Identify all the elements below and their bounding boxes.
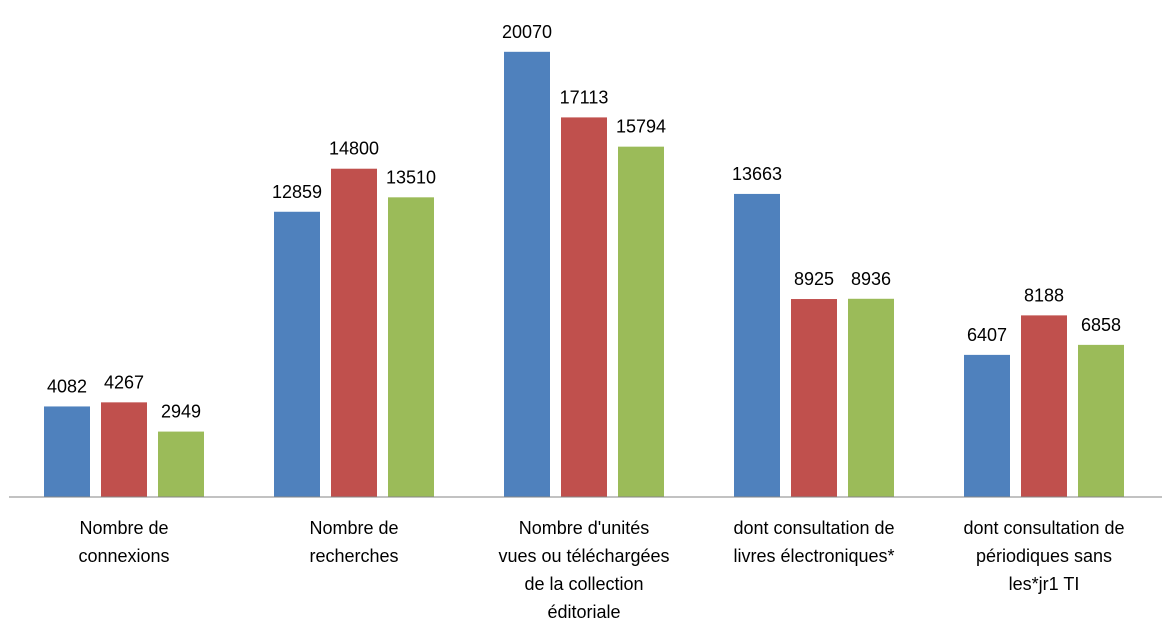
value-label: 8936 — [851, 269, 891, 289]
bar — [1078, 344, 1124, 497]
bar — [101, 402, 147, 497]
value-label: 6858 — [1081, 315, 1121, 335]
value-label: 17113 — [560, 87, 609, 107]
bar — [274, 211, 320, 497]
bar — [44, 406, 90, 497]
value-label: 4267 — [104, 372, 144, 392]
value-label: 8925 — [794, 269, 834, 289]
x-tick-label: Nombre de connexions — [78, 518, 170, 566]
bar — [618, 146, 664, 497]
bar — [1021, 315, 1067, 497]
value-label: 15794 — [616, 117, 666, 137]
bar — [964, 354, 1010, 497]
value-label: 2949 — [161, 402, 201, 422]
value-label: 13663 — [732, 164, 782, 184]
x-tick-label: dont consultation de périodiques sans le… — [963, 518, 1125, 594]
value-label: 20070 — [502, 22, 552, 42]
value-label: 4082 — [47, 376, 87, 396]
value-label: 13510 — [386, 167, 436, 187]
value-label: 14800 — [329, 139, 379, 159]
value-label: 6407 — [967, 325, 1007, 345]
value-label: 12859 — [272, 182, 322, 202]
x-tick-label: dont consultation de livres électronique… — [733, 518, 895, 566]
bar — [848, 298, 894, 497]
bar — [791, 299, 837, 497]
bar — [158, 431, 204, 497]
value-label: 8188 — [1024, 285, 1064, 305]
bar — [561, 117, 607, 498]
bar — [388, 197, 434, 497]
x-tick-label: Nombre de recherches — [309, 518, 399, 566]
bar — [504, 51, 550, 497]
bar — [331, 168, 377, 497]
x-tick-label: Nombre d'unités vues ou téléchargées de … — [498, 518, 670, 622]
bar — [734, 193, 780, 498]
